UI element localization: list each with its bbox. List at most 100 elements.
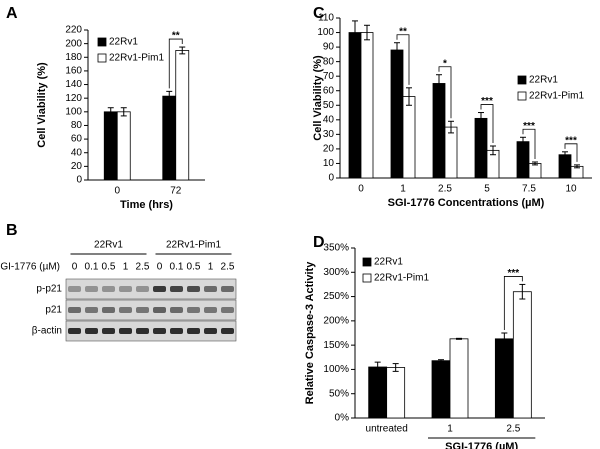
legend-swatch — [517, 75, 527, 85]
y-tick-label: 160 — [65, 66, 82, 77]
y-tick-label: 10 — [323, 158, 335, 169]
legend-swatch — [97, 53, 107, 63]
legend-swatch — [97, 37, 107, 47]
y-tick-label: 80 — [323, 56, 335, 67]
y-tick-label: 110 — [318, 13, 334, 24]
blot-band — [68, 328, 81, 334]
row-label: p21 — [45, 305, 62, 316]
blot-band — [187, 307, 200, 313]
significance-bracket — [168, 38, 183, 89]
y-tick-label: 200% — [323, 315, 349, 326]
y-tick-label: 200 — [65, 38, 82, 49]
x-tick-label: 72 — [170, 186, 182, 197]
significance-bracket — [564, 143, 578, 162]
bar — [386, 367, 406, 419]
significance-label: *** — [507, 268, 519, 279]
legend-label: 22Rv1-Pim1 — [529, 91, 584, 102]
significance-label: ** — [172, 31, 180, 42]
blot-band — [136, 328, 149, 334]
x-tick-label: 2.5 — [438, 184, 452, 195]
y-tick-label: 250% — [323, 291, 349, 302]
y-tick-label: 300% — [323, 267, 349, 278]
y-tick-label: 350% — [323, 243, 349, 254]
y-tick-label: 150% — [323, 340, 349, 351]
blot-strip — [65, 320, 237, 342]
blot-band — [221, 328, 234, 334]
blot-band — [85, 286, 98, 292]
significance-label: *** — [565, 135, 577, 146]
x-tick-label: 0 — [114, 186, 120, 197]
legend-label: 22Rv1 — [374, 257, 403, 268]
y-tick-label: 50% — [329, 388, 349, 399]
group-label: 22Rv1 — [94, 240, 123, 251]
y-tick-label: 0 — [328, 173, 334, 184]
blot-band — [119, 307, 132, 313]
y-tick-label: 40 — [323, 114, 335, 125]
blot-band — [204, 286, 217, 292]
bar — [449, 338, 469, 419]
y-tick-label: 100% — [323, 364, 349, 375]
blot-band — [85, 328, 98, 334]
lane-label: 0.1 — [85, 262, 99, 273]
x-tick-label: 1 — [447, 424, 453, 435]
lane-label: 0.5 — [102, 262, 116, 273]
y-tick-label: 220 — [65, 25, 82, 36]
panel-label: C — [313, 5, 325, 22]
blot-strip — [65, 278, 237, 300]
panel-label: A — [6, 5, 18, 22]
blot-band — [153, 307, 166, 313]
bar — [431, 360, 451, 419]
blot-band — [221, 307, 234, 313]
bar — [402, 96, 416, 179]
bar — [175, 50, 190, 181]
x-tick-label: 2.5 — [506, 424, 520, 435]
bar — [558, 154, 572, 179]
y-tick-label: 60 — [323, 85, 335, 96]
significance-label: *** — [523, 121, 535, 132]
y-tick-label: 60 — [71, 134, 83, 145]
panel-label: B — [6, 222, 18, 239]
bar — [348, 32, 362, 179]
blot-band — [204, 307, 217, 313]
x-axis-title: Time (hrs) — [120, 199, 173, 211]
bar — [474, 117, 488, 179]
y-axis-title: Cell Viability (%) — [36, 62, 48, 148]
y-tick-label: 140 — [65, 79, 82, 90]
blot-band — [170, 307, 183, 313]
y-tick-label: 70 — [323, 71, 335, 82]
lane-label: 0 — [72, 262, 78, 273]
legend-swatch — [362, 273, 372, 283]
blot-band — [170, 286, 183, 292]
legend-label: 22Rv1-Pim1 — [109, 53, 164, 64]
y-tick-label: 40 — [71, 147, 83, 158]
lane-label: 0.5 — [187, 262, 201, 273]
y-tick-label: 80 — [71, 120, 83, 131]
blot-band — [68, 307, 81, 313]
row-label: p-p21 — [36, 284, 62, 295]
significance-label: *** — [481, 96, 493, 107]
blot-band — [136, 307, 149, 313]
significance-bracket — [522, 128, 536, 159]
x-axis-title: SGI-1776 Concentrations (µM) — [388, 197, 545, 209]
significance-bracket — [396, 34, 410, 85]
lane-label: 2.5 — [136, 262, 150, 273]
significance-label: * — [443, 58, 447, 69]
bar — [494, 338, 514, 419]
y-tick-label: 20 — [71, 161, 83, 172]
bar — [512, 291, 532, 419]
blot-band — [85, 307, 98, 313]
blot-band — [153, 286, 166, 292]
legend-label: 22Rv1 — [109, 37, 138, 48]
y-tick-label: 0% — [335, 413, 350, 424]
lane-label: 2.5 — [221, 262, 235, 273]
blot-band — [102, 328, 115, 334]
blot-band — [187, 328, 200, 334]
blot-band — [136, 286, 149, 292]
blot-band — [102, 286, 115, 292]
bar — [360, 32, 374, 179]
blot-band — [204, 328, 217, 334]
x-axis-title: SGI-1776 (µM) — [445, 441, 518, 449]
bar — [432, 83, 446, 179]
y-axis-title: Cell Viability (%) — [312, 55, 324, 141]
blot-strip — [65, 299, 237, 321]
